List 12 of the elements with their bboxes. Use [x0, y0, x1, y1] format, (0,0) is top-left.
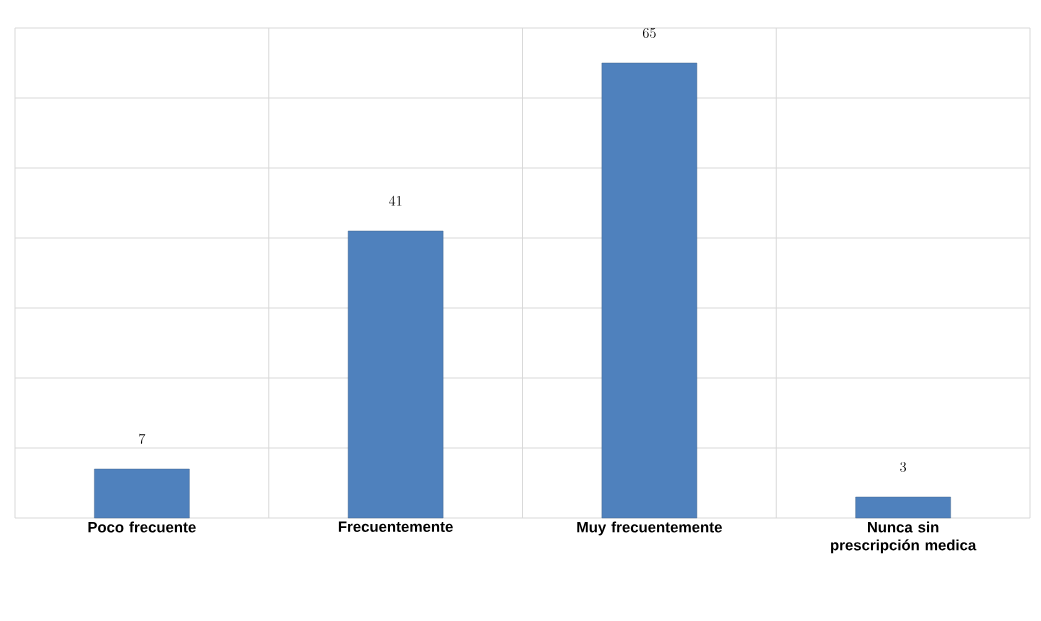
bar — [347, 230, 444, 519]
bar — [601, 62, 698, 519]
data-label: 7 — [139, 433, 146, 444]
data-label: 65 — [642, 28, 656, 38]
x-tick-label: Frecuentemente — [338, 521, 453, 532]
x-tick-label: Muy frecuentemente — [577, 521, 722, 536]
bar — [855, 496, 951, 519]
x-tick-label: Nunca sin prescripción medica — [831, 521, 977, 554]
data-label: 3 — [900, 462, 907, 472]
data-label: 41 — [388, 195, 402, 206]
x-tick-label: Poco frecuente — [88, 521, 196, 533]
bar — [94, 468, 190, 519]
